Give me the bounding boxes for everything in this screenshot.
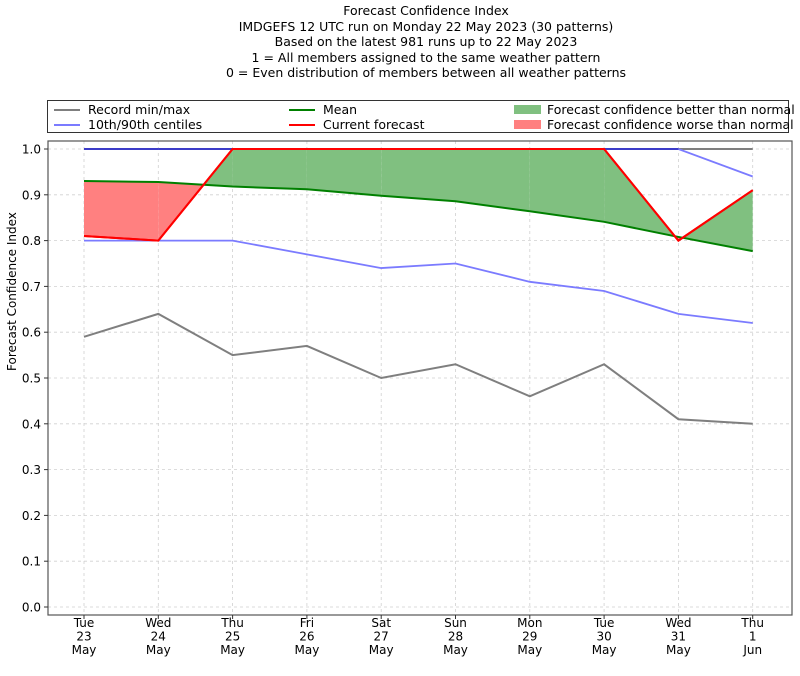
legend-swatch-centiles (54, 123, 80, 126)
legend-item-worse: Forecast confidence worse than normal (514, 117, 794, 132)
x-tick-label: Tue 30 May (592, 616, 617, 657)
legend-label-better: Forecast confidence better than normal (547, 102, 795, 117)
legend-label-record: Record min/max (88, 102, 191, 117)
series-10th-centile (84, 239, 753, 324)
x-tick-label: Sun 28 May (443, 616, 468, 657)
x-tick-label: Tue 23 May (72, 616, 97, 657)
y-tick-label: 0.7 (22, 280, 41, 294)
chart-title: Forecast Confidence Index IMDGEFS 12 UTC… (0, 3, 800, 81)
title-line-2: IMDGEFS 12 UTC run on Monday 22 May 2023… (238, 18, 614, 34)
y-tick-label: 1.0 (22, 143, 41, 157)
y-tick-label: 0.8 (22, 234, 41, 248)
legend-item-centiles: 10th/90th centiles (54, 117, 202, 132)
x-tick-label: Wed 24 May (145, 616, 171, 657)
legend-item-mean: Mean (289, 102, 357, 117)
title-line-1: Forecast Confidence Index (343, 3, 509, 18)
series-mean (83, 180, 753, 253)
x-ticks: Tue 23 May Wed 24 May Thu 25 May Fri 26 May Sat 27 May… (72, 615, 764, 657)
fill-better-than-normal (682, 190, 753, 252)
y-tick-label: 0.4 (22, 417, 41, 431)
legend-swatch-worse (514, 120, 541, 129)
y-ticks: 0.0 0.1 0.2 0.3 0.4 0.5 0.6 0.7 0.8 0.9 1.0 (22, 143, 48, 615)
series-current-forecast-top (83, 148, 754, 242)
legend-label-current: Current forecast (323, 117, 425, 132)
legend-label-centiles: 10th/90th centiles (88, 117, 203, 132)
x-tick-label: Thu 25 May (220, 616, 245, 657)
fill-better-than-normal (455, 149, 530, 212)
y-tick-label: 0.1 (22, 555, 41, 569)
legend-label-worse: Forecast confidence worse than normal (547, 117, 794, 132)
series-lines (83, 148, 754, 425)
y-tick-label: 0.3 (22, 463, 41, 477)
legend: Record min/max 10th/90th centiles Mean C… (47, 100, 795, 133)
legend-item-current: Current forecast (289, 117, 424, 132)
legend-swatch-record (54, 108, 80, 111)
x-tick-label: Mon 29 May (517, 616, 542, 657)
title-line-3: Based on the latest 981 runs up to 22 Ma… (274, 34, 578, 50)
legend-swatch-mean (289, 108, 315, 111)
fill-better-than-normal (232, 149, 307, 190)
series-record-min (83, 312, 753, 425)
y-tick-label: 0.0 (22, 601, 41, 615)
y-tick-label: 0.2 (22, 509, 41, 523)
y-tick-label: 0.9 (22, 188, 41, 202)
legend-item-record: Record min/max (54, 102, 190, 117)
x-tick-label: Sat 27 May (369, 616, 394, 657)
x-tick-label: Wed 31 May (665, 616, 691, 657)
fill-better-than-normal (381, 149, 456, 202)
y-tick-label: 0.6 (22, 326, 41, 340)
fill-better-than-normal (306, 149, 382, 196)
x-tick-label: Thu 1 Jun (740, 616, 764, 657)
fill-better-than-normal (529, 149, 605, 222)
legend-label-mean: Mean (323, 102, 358, 117)
x-tick-label: Fri 26 May (294, 616, 319, 657)
legend-swatch-better (514, 105, 541, 114)
confidence-fills (84, 149, 753, 252)
y-tick-label: 0.5 (22, 372, 41, 386)
fill-worse-than-normal (84, 181, 159, 241)
legend-swatch-current (289, 123, 315, 126)
legend-item-better: Forecast confidence better than normal (514, 102, 795, 117)
title-line-5: 0 = Even distribution of members between… (225, 65, 627, 81)
title-line-4: 1 = All members assigned to the same wea… (251, 49, 601, 65)
